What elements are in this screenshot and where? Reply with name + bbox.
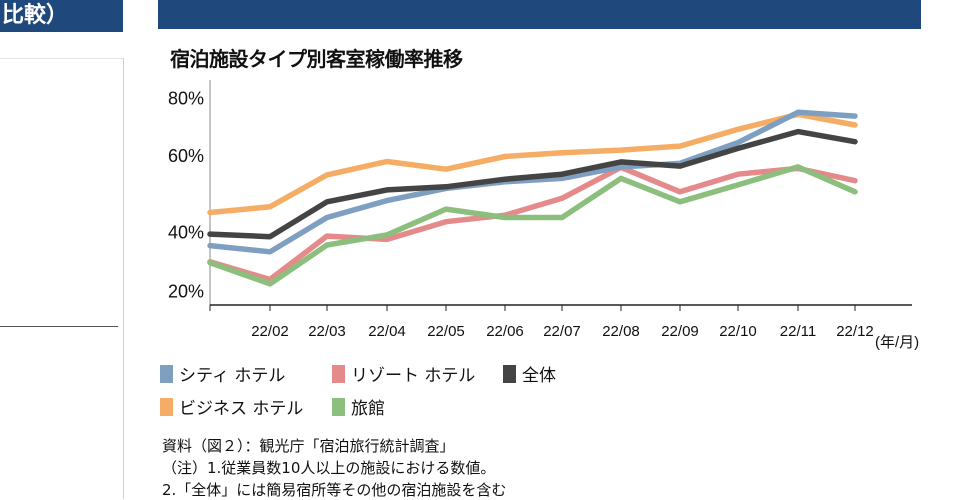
y-tick-label: 80% (168, 88, 204, 108)
legend-swatch (503, 364, 516, 383)
x-unit-label: (年/月) (875, 334, 919, 351)
chart-title: 宿泊施設タイプ別客室稼働率推移 (170, 47, 463, 71)
legend-label: シティ ホテル (179, 366, 286, 386)
y-tick-label: 40% (168, 223, 204, 243)
series-line (207, 164, 858, 287)
legend-swatch (160, 364, 173, 383)
legend-swatch (332, 397, 345, 416)
line-chart: 20% 40% 60% 80% 22/02 22/03 22/04 22/05 22/06 22/… (168, 80, 919, 351)
series-line (207, 111, 858, 216)
series-line (207, 109, 858, 255)
divider (0, 326, 118, 327)
left-panel (0, 58, 124, 499)
y-tick-label: 20% (168, 282, 204, 302)
x-tick-label: 22/09 (661, 323, 699, 340)
header-bar (158, 0, 921, 29)
x-tick-label: 22/12 (836, 323, 874, 340)
series-line (207, 164, 858, 283)
y-tick-label: 60% (168, 146, 204, 166)
x-tick-label: 22/03 (308, 323, 346, 340)
legend-swatch (332, 364, 345, 383)
section-header-text: 比較） (2, 3, 69, 28)
legend-label: 全体 (522, 366, 556, 386)
legend-swatch (160, 397, 173, 416)
x-tick-label: 22/11 (780, 323, 816, 340)
x-tick-label: 22/02 (251, 323, 289, 340)
footnote: （注）1.従業員数10人以上の施設における数値。 (162, 459, 496, 477)
series-line (207, 128, 858, 240)
x-tick-label: 22/05 (427, 323, 465, 340)
legend-label: 旅館 (351, 399, 385, 419)
x-tick-label: 22/04 (368, 323, 406, 340)
legend-item: 旅館 (332, 394, 385, 419)
legend-item: 全体 (503, 361, 556, 386)
section-header: 比較） (0, 0, 123, 32)
footnote: 2.「全体」には簡易宿所等その他の宿泊施設を含む (162, 481, 507, 499)
legend-item: ビジネス ホテル (160, 394, 303, 419)
legend-label: ビジネス ホテル (179, 399, 304, 419)
source-note: 資料（図２）：観光庁「宿泊旅行統計調査」 (162, 437, 455, 455)
legend-item: シティ ホテル (160, 361, 285, 386)
x-tick-label: 22/06 (486, 323, 524, 340)
x-tick-label: 22/07 (543, 323, 581, 340)
legend-item: リゾート ホテル (332, 361, 475, 386)
x-tick-label: 22/08 (602, 323, 640, 340)
legend-label: リゾート ホテル (351, 366, 476, 386)
x-tick-label: 22/10 (719, 323, 757, 340)
